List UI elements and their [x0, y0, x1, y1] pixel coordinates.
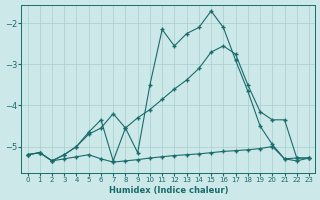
X-axis label: Humidex (Indice chaleur): Humidex (Indice chaleur) [108, 186, 228, 195]
